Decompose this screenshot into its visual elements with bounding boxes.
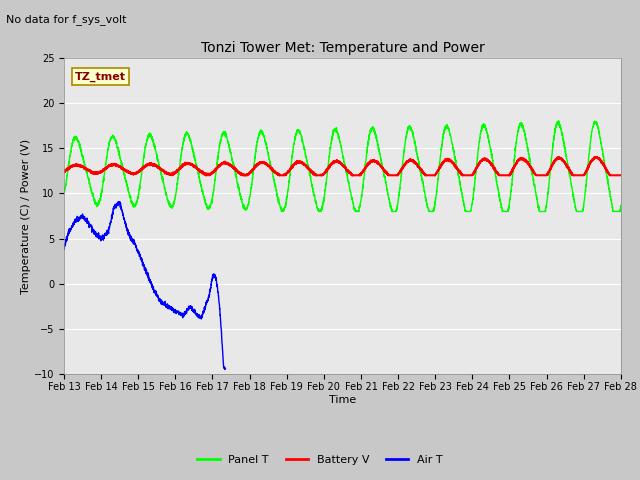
Legend: Panel T, Battery V, Air T: Panel T, Battery V, Air T — [193, 451, 447, 469]
Battery V — [600, 163, 608, 168]
Air T — [173, 309, 180, 314]
Battery V — [299, 160, 307, 166]
Air T — [221, 366, 229, 372]
Air T — [167, 305, 175, 311]
Panel T — [617, 203, 625, 208]
Battery V — [617, 172, 625, 178]
Text: TZ_tmet: TZ_tmet — [75, 72, 126, 82]
Panel T — [600, 158, 608, 164]
Air T — [187, 305, 195, 311]
Line: Battery V: Battery V — [64, 157, 621, 175]
Text: No data for f_sys_volt: No data for f_sys_volt — [6, 14, 127, 25]
X-axis label: Time: Time — [329, 395, 356, 405]
Y-axis label: Temperature (C) / Power (V): Temperature (C) / Power (V) — [21, 138, 31, 294]
Title: Tonzi Tower Met: Temperature and Power: Tonzi Tower Met: Temperature and Power — [200, 41, 484, 55]
Battery V — [593, 154, 600, 160]
Line: Air T: Air T — [64, 202, 225, 370]
Panel T — [278, 209, 285, 215]
Panel T — [60, 191, 68, 196]
Battery V — [572, 172, 580, 178]
Battery V — [294, 159, 302, 165]
Air T — [124, 230, 132, 236]
Air T — [60, 247, 68, 252]
Panel T — [325, 158, 333, 164]
Battery V — [168, 172, 176, 178]
Line: Panel T: Panel T — [64, 121, 621, 212]
Panel T — [299, 137, 307, 143]
Battery V — [60, 169, 68, 175]
Air T — [191, 308, 199, 313]
Battery V — [465, 172, 472, 178]
Panel T — [294, 128, 302, 133]
Air T — [202, 303, 209, 309]
Air T — [115, 199, 122, 204]
Panel T — [572, 208, 580, 214]
Panel T — [465, 209, 472, 215]
Battery V — [325, 166, 333, 171]
Air T — [221, 367, 228, 372]
Panel T — [555, 118, 563, 124]
